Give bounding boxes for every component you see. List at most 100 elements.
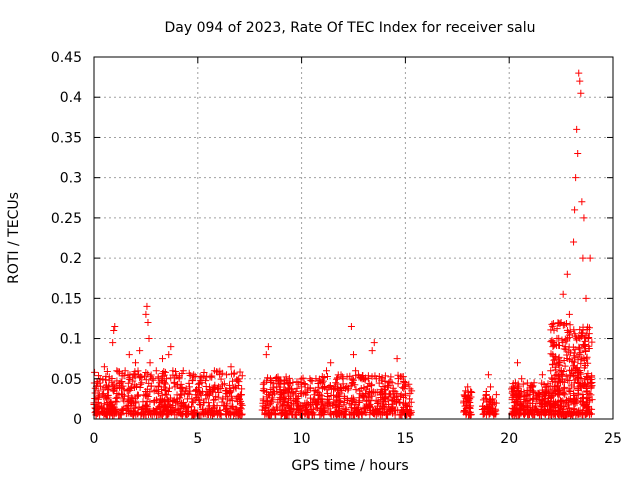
data-point bbox=[195, 395, 203, 403]
data-point bbox=[556, 396, 564, 404]
data-point bbox=[536, 395, 544, 403]
data-point bbox=[557, 398, 565, 406]
data-point bbox=[220, 402, 228, 410]
x-tick-label: 25 bbox=[604, 431, 622, 447]
data-point bbox=[577, 348, 585, 356]
data-point bbox=[565, 310, 573, 318]
data-point bbox=[197, 410, 205, 418]
data-point bbox=[350, 351, 357, 359]
data-point bbox=[574, 389, 582, 397]
data-point bbox=[347, 322, 355, 330]
data-point bbox=[491, 399, 499, 407]
data-point bbox=[466, 411, 474, 419]
data-point bbox=[555, 341, 563, 349]
data-point bbox=[556, 320, 564, 328]
data-point bbox=[264, 374, 272, 382]
data-point bbox=[577, 360, 585, 368]
data-point bbox=[236, 368, 244, 376]
data-point bbox=[541, 394, 549, 402]
data-point bbox=[143, 397, 151, 405]
data-point bbox=[490, 410, 498, 418]
data-point bbox=[229, 403, 237, 411]
data-point bbox=[318, 379, 326, 387]
data-point bbox=[579, 341, 587, 349]
data-point bbox=[570, 326, 578, 334]
y-tick-label: 0.4 bbox=[60, 90, 82, 106]
data-point bbox=[556, 358, 564, 366]
data-point bbox=[177, 399, 185, 407]
data-point bbox=[364, 383, 372, 391]
data-point bbox=[260, 387, 268, 395]
data-point bbox=[230, 384, 238, 392]
data-point bbox=[548, 374, 556, 382]
data-point bbox=[554, 382, 562, 390]
data-point bbox=[223, 387, 231, 395]
data-point bbox=[269, 384, 277, 392]
data-point bbox=[566, 388, 574, 396]
data-point bbox=[365, 402, 373, 410]
data-point bbox=[277, 395, 285, 403]
y-tick-label: 0.3 bbox=[60, 171, 82, 187]
data-point bbox=[154, 383, 162, 391]
data-point bbox=[549, 322, 557, 330]
data-point bbox=[159, 372, 167, 380]
data-point bbox=[235, 409, 243, 417]
data-point bbox=[368, 347, 376, 355]
y-tick-label: 0.1 bbox=[60, 332, 82, 348]
data-point bbox=[509, 409, 517, 417]
data-point bbox=[109, 339, 117, 347]
data-point bbox=[570, 358, 578, 366]
data-point bbox=[160, 397, 168, 405]
data-point bbox=[556, 368, 564, 376]
data-point bbox=[586, 397, 594, 405]
data-point bbox=[585, 330, 593, 338]
data-point bbox=[331, 400, 339, 408]
data-point bbox=[161, 380, 169, 388]
data-point bbox=[570, 379, 578, 387]
data-point bbox=[105, 373, 113, 381]
data-point bbox=[529, 382, 537, 390]
data-point bbox=[352, 401, 360, 409]
data-point bbox=[320, 373, 328, 381]
x-tick-label: 5 bbox=[193, 431, 202, 447]
data-point bbox=[397, 391, 405, 399]
data-point bbox=[402, 407, 410, 415]
data-point bbox=[588, 338, 596, 346]
data-point bbox=[197, 401, 205, 409]
data-point bbox=[159, 355, 167, 363]
data-point bbox=[460, 399, 468, 407]
data-point bbox=[179, 367, 187, 375]
data-point bbox=[238, 372, 246, 380]
data-point bbox=[567, 367, 575, 375]
data-point bbox=[280, 377, 288, 385]
data-point bbox=[331, 407, 339, 415]
data-point bbox=[231, 383, 239, 391]
data-point bbox=[337, 410, 345, 418]
chart-title: Day 094 of 2023, Rate Of TEC Index for r… bbox=[164, 20, 535, 36]
data-point bbox=[327, 359, 335, 367]
data-point bbox=[570, 406, 578, 414]
y-tick-label: 0.05 bbox=[51, 372, 82, 388]
data-point bbox=[270, 380, 278, 388]
data-point bbox=[578, 198, 586, 206]
data-point bbox=[353, 409, 361, 417]
data-point bbox=[189, 410, 197, 418]
data-point bbox=[260, 379, 268, 387]
data-point bbox=[223, 407, 231, 415]
data-point bbox=[563, 397, 571, 405]
data-point bbox=[144, 318, 152, 326]
data-point bbox=[547, 326, 555, 334]
data-point bbox=[263, 393, 271, 401]
data-point bbox=[138, 379, 146, 387]
data-point bbox=[313, 401, 321, 409]
data-point bbox=[570, 238, 578, 246]
data-point bbox=[312, 375, 320, 383]
data-point bbox=[346, 399, 354, 407]
y-tick-label: 0.15 bbox=[51, 291, 82, 307]
data-point bbox=[355, 397, 363, 405]
data-point bbox=[304, 384, 312, 392]
data-point bbox=[562, 320, 570, 328]
data-point bbox=[215, 383, 223, 391]
data-point bbox=[479, 410, 487, 418]
data-point bbox=[165, 351, 173, 359]
